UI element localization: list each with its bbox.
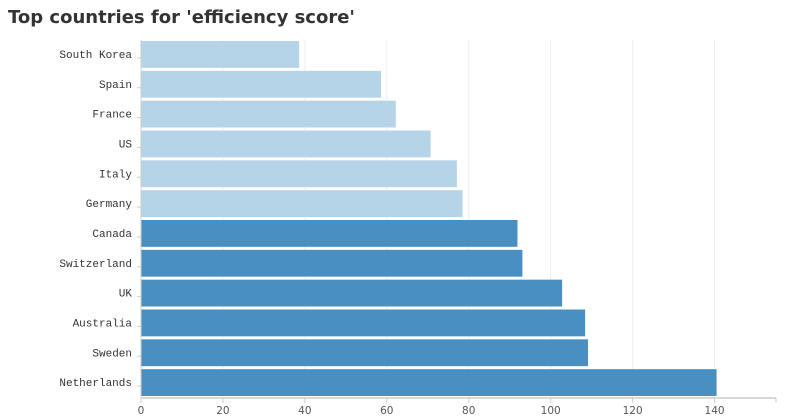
bar-us [141, 130, 431, 158]
y-tick-label: Germany [86, 199, 133, 211]
y-tick-label: UK [119, 289, 133, 301]
y-tick-label: US [119, 139, 133, 151]
bar-italy [141, 160, 457, 188]
y-tick-label: Switzerland [59, 259, 132, 271]
y-tick-label: Australia [73, 318, 133, 330]
bar-sweden [141, 339, 588, 367]
x-tick-label: 120 [623, 405, 643, 417]
y-tick-label: Spain [99, 80, 132, 92]
x-tick-label: 100 [541, 405, 561, 417]
bar-australia [141, 309, 586, 337]
bar-uk [141, 279, 563, 307]
y-tick-label: Sweden [92, 348, 132, 360]
bar-canada [141, 220, 518, 247]
y-tick-label: Italy [99, 169, 132, 181]
x-tick-label: 140 [705, 405, 725, 417]
x-tick-label: 80 [462, 405, 475, 417]
bar-netherlands [141, 369, 717, 396]
x-tick-label: 20 [216, 405, 229, 417]
y-tick-label: France [92, 110, 132, 122]
bar-south-korea [141, 41, 300, 68]
x-tick-label: 60 [380, 405, 393, 417]
x-tick-label: 40 [298, 405, 311, 417]
bar-france [141, 100, 396, 128]
x-tick-label: 0 [138, 405, 145, 417]
y-tick-label: Canada [92, 229, 132, 241]
bar-germany [141, 190, 463, 217]
chart-title: Top countries for 'efficiency score' [8, 7, 355, 28]
y-tick-label: South Korea [59, 50, 132, 62]
bar-switzerland [141, 249, 523, 277]
y-tick-label: Netherlands [59, 378, 132, 390]
bar-spain [141, 70, 382, 98]
